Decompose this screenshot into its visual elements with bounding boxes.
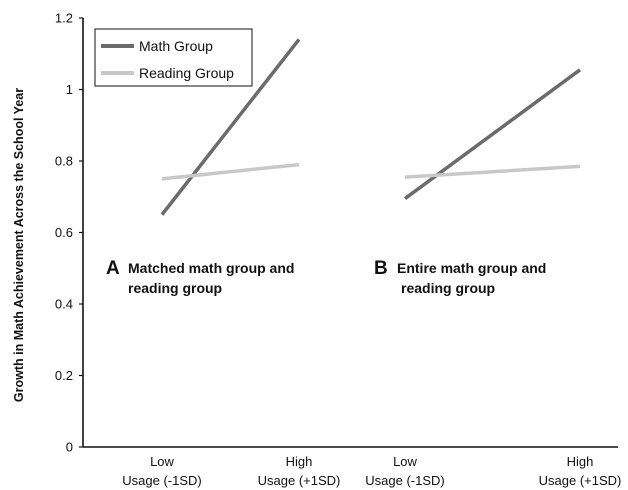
x-tick-label: Low	[150, 454, 174, 469]
panel-b-title-line2: reading group	[401, 280, 495, 296]
panel-a-title-line2: reading group	[128, 280, 222, 296]
x-tick-label: Usage (+1SD)	[258, 473, 341, 488]
series-lines	[160, 38, 582, 216]
x-tick-label: High	[567, 454, 594, 469]
series-line-math-group-panel-b	[403, 68, 582, 200]
x-tick-label: Usage (-1SD)	[122, 473, 201, 488]
series-line-reading-group-panel-a	[161, 162, 300, 181]
y-tick-label: 0.2	[55, 368, 73, 383]
y-axis-label: Growth in Math Achievement Across the Sc…	[12, 88, 26, 402]
legend: Math Group Reading Group	[94, 28, 253, 87]
y-tick-label: 1	[66, 82, 73, 97]
legend-box	[94, 28, 253, 87]
y-tick-label: 0	[66, 440, 73, 455]
legend-label-math-group: Math Group	[139, 38, 213, 54]
series-line-math-group-panel-a	[160, 38, 301, 216]
x-tick-label: Usage (+1SD)	[539, 473, 622, 488]
series-line-reading-group-panel-b	[404, 164, 581, 179]
y-tick-label: 0.6	[55, 225, 73, 240]
panel-a-title-line1: Matched math group and	[128, 260, 294, 276]
y-tick-label: 1.2	[55, 11, 73, 26]
x-ticks: Low Usage (-1SD) High Usage (+1SD) Low Usage …	[122, 454, 621, 488]
panel-b-letter: B	[374, 258, 388, 279]
y-tick-label: 0.8	[55, 154, 73, 169]
panel-b-title-line1: Entire math group and	[397, 260, 546, 276]
x-tick-label: Usage (-1SD)	[365, 473, 444, 488]
legend-label-reading-group: Reading Group	[139, 65, 234, 81]
y-ticks: 0 0.2 0.4 0.6 0.8 1 1.2	[55, 11, 83, 455]
x-tick-label: High	[286, 454, 313, 469]
panel-a-letter: A	[106, 258, 120, 279]
y-tick-label: 0.4	[55, 297, 73, 312]
x-tick-label: Low	[393, 454, 417, 469]
